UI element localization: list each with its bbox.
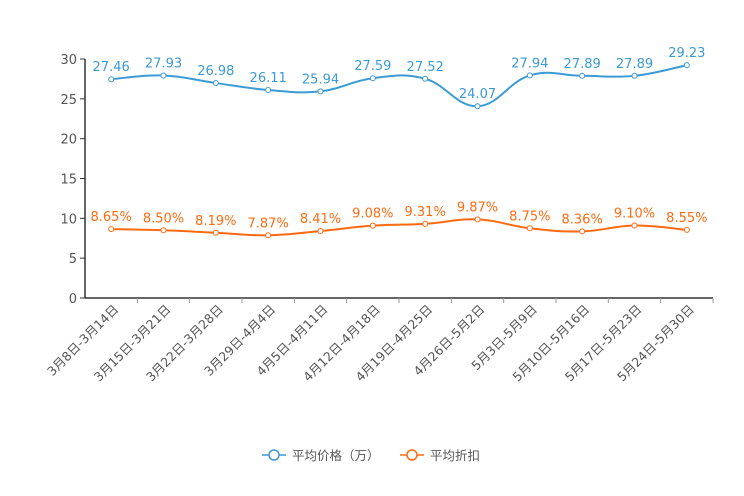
data-point [422, 75, 429, 82]
data-label: 9.08% [352, 207, 393, 222]
data-label: 27.89 [564, 57, 601, 72]
data-point [317, 88, 324, 95]
y-tick-label: 10 [60, 212, 77, 227]
data-label: 27.93 [145, 56, 182, 71]
data-label: 27.89 [616, 57, 653, 72]
data-point [631, 222, 638, 229]
data-point [683, 62, 690, 69]
data-label: 8.50% [143, 211, 184, 226]
data-point [526, 225, 533, 232]
data-point [579, 72, 586, 79]
data-point [369, 75, 376, 82]
data-point [474, 103, 481, 110]
legend-circle-icon [406, 449, 418, 461]
data-point [212, 229, 219, 236]
data-point [474, 216, 481, 223]
y-tick-label: 25 [60, 93, 77, 108]
y-tick-label: 30 [60, 53, 77, 68]
data-label: 27.46 [93, 60, 130, 75]
data-label: 29.23 [668, 46, 705, 61]
y-tick-label: 5 [69, 252, 77, 267]
data-label: 9.87% [457, 200, 498, 215]
data-point [579, 228, 586, 235]
data-point [683, 226, 690, 233]
data-label: 26.11 [250, 71, 287, 86]
data-label: 8.75% [509, 209, 550, 224]
data-point [108, 76, 115, 83]
data-label: 8.65% [91, 210, 132, 225]
data-point [108, 226, 115, 233]
legend-circle-icon [268, 449, 280, 461]
data-point [526, 72, 533, 79]
data-label: 27.59 [354, 59, 391, 74]
data-label: 27.52 [407, 60, 444, 75]
y-tick-label: 0 [69, 292, 77, 307]
data-label: 8.19% [195, 214, 236, 229]
data-label: 26.98 [197, 64, 234, 79]
data-point [369, 222, 376, 229]
data-label: 24.07 [459, 87, 496, 102]
data-label: 9.31% [405, 205, 446, 220]
data-point [160, 72, 167, 79]
y-tick-label: 15 [60, 173, 77, 188]
data-point [265, 232, 272, 239]
data-label: 8.36% [562, 212, 603, 227]
data-point [160, 227, 167, 234]
legend-label: 平均折扣 [430, 448, 480, 463]
data-point [631, 72, 638, 79]
data-point [317, 228, 324, 235]
data-point [212, 80, 219, 87]
legend-label: 平均价格（万） [292, 448, 380, 463]
data-label: 8.41% [300, 212, 341, 227]
y-tick-label: 20 [60, 133, 77, 148]
data-label: 27.94 [511, 56, 548, 71]
data-label: 9.10% [614, 207, 655, 222]
data-point [422, 220, 429, 227]
series-line-1 [111, 218, 687, 237]
data-label: 7.87% [248, 216, 289, 231]
data-point [265, 86, 272, 93]
data-label: 8.55% [666, 211, 707, 226]
data-label: 25.94 [302, 72, 339, 87]
